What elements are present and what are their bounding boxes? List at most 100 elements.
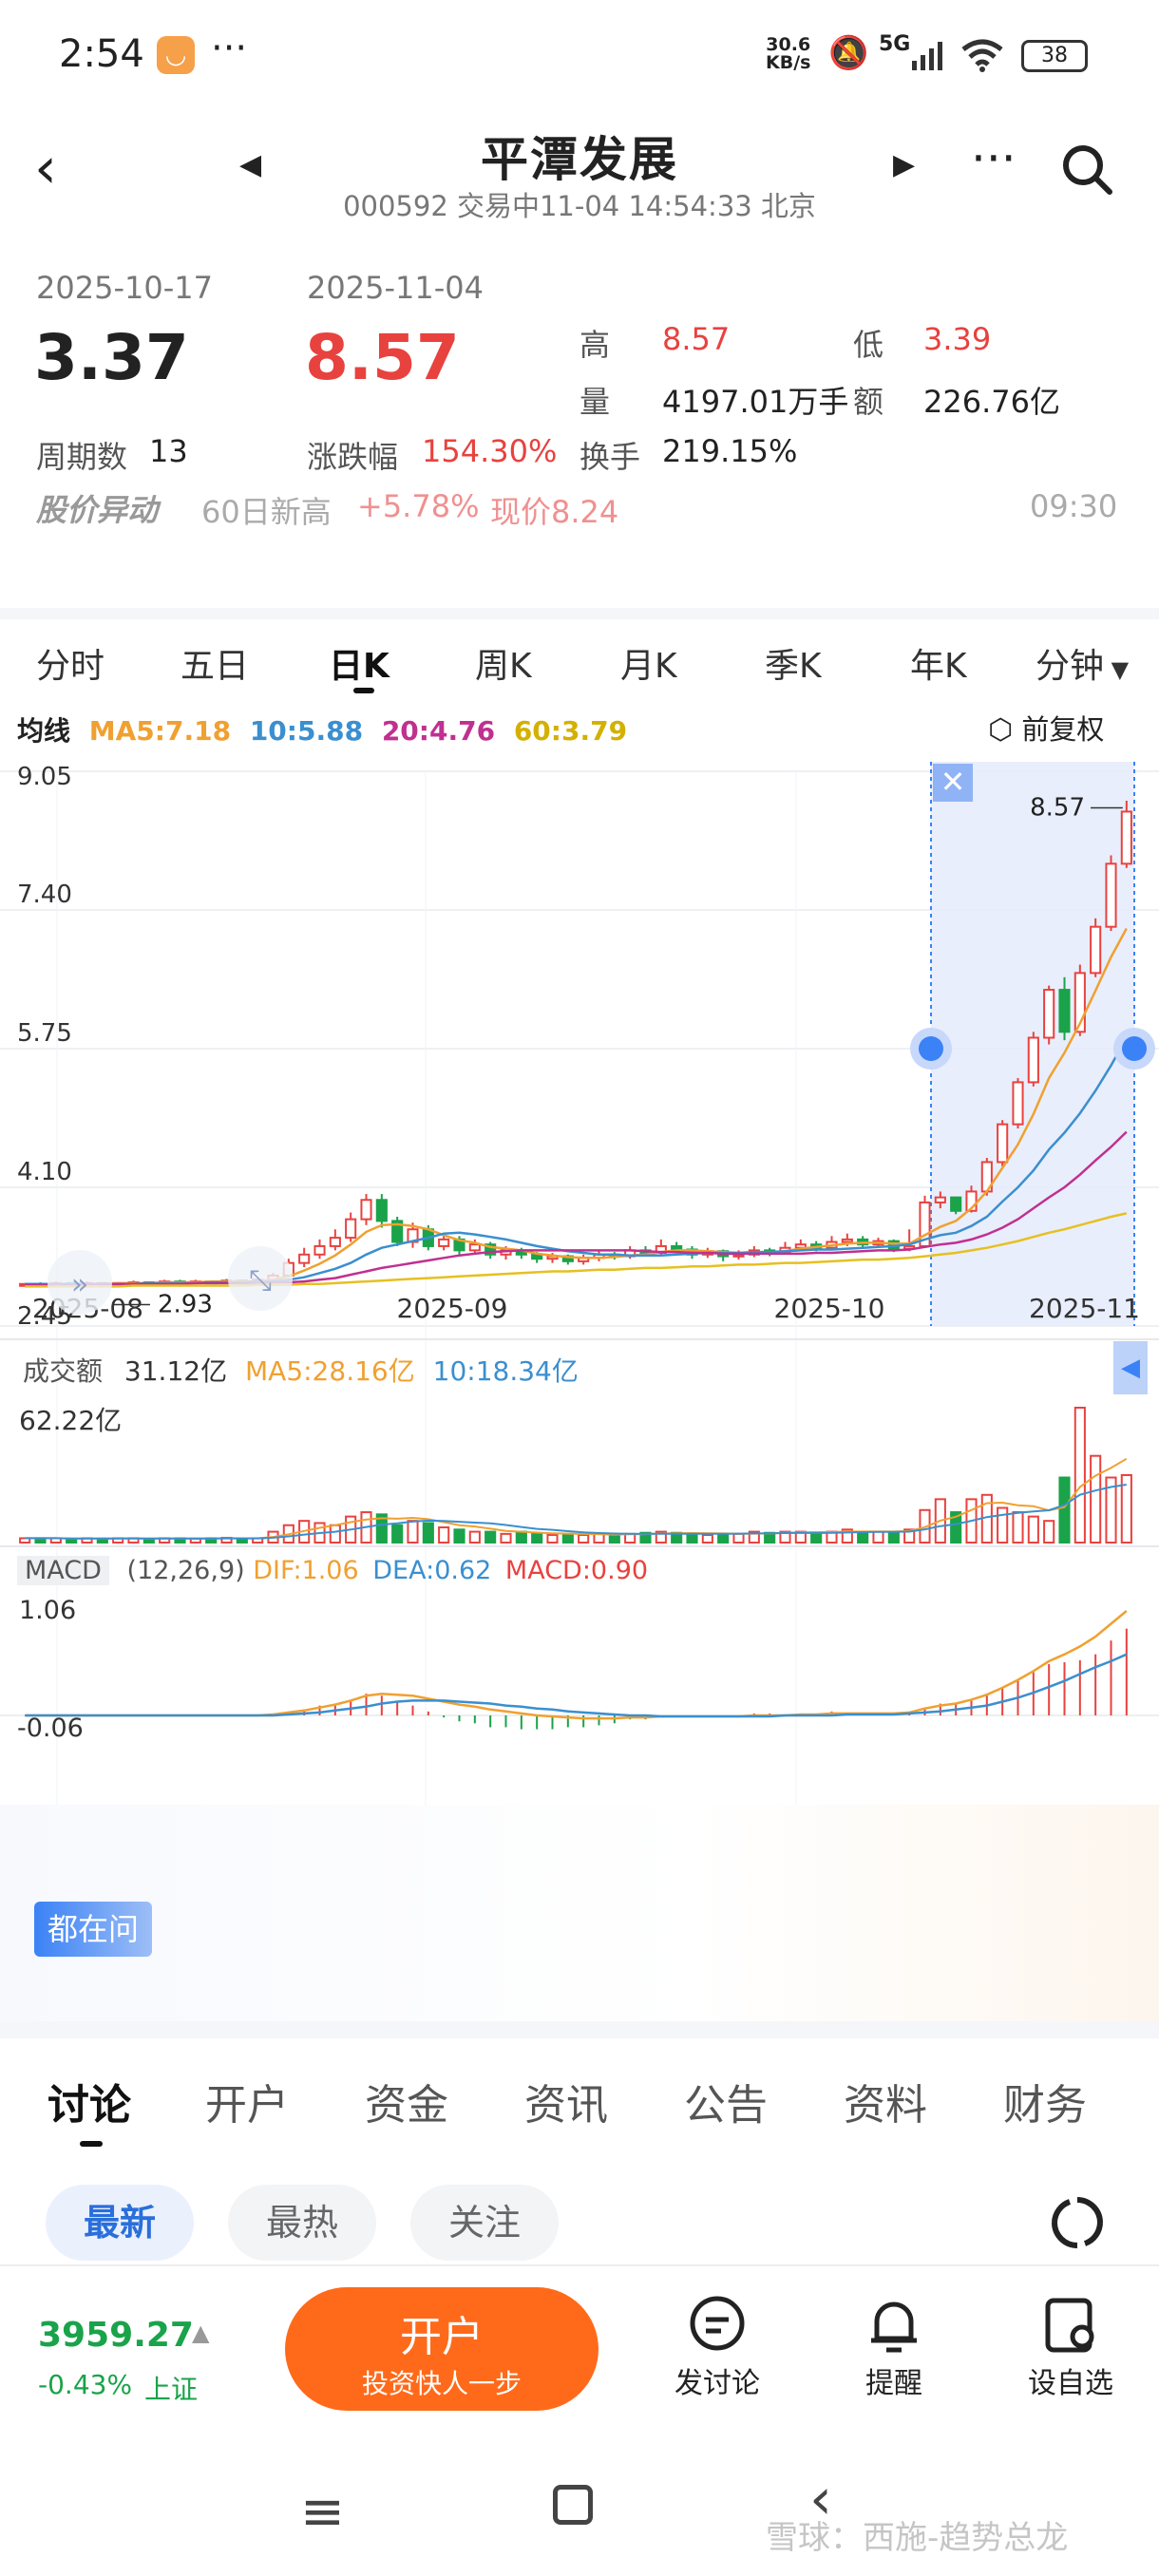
tab-five-day[interactable]: 五日 xyxy=(180,647,250,686)
volume-bar xyxy=(329,1524,341,1544)
volume-bar xyxy=(950,1511,962,1544)
double-chevron-icon: » xyxy=(71,1268,88,1301)
ma-line-60 xyxy=(25,1212,1128,1288)
open-account-button[interactable]: 开户 投资快人一步 xyxy=(285,2287,598,2411)
tab-minute[interactable]: 分钟 ▼ xyxy=(1036,638,1129,688)
ma20-value: 20:4.76 xyxy=(381,715,496,747)
more-options-icon[interactable]: ··· xyxy=(971,131,1016,186)
tab-minute-label: 分钟 xyxy=(1036,647,1105,686)
watchlist-button[interactable]: 设自选 xyxy=(1018,2295,1123,2401)
volume-header: 成交额 31.12亿 MA5:28.16亿 10:18.34亿 xyxy=(23,1351,579,1389)
volume-bar xyxy=(997,1506,1009,1544)
filter-hot[interactable]: 最热 xyxy=(228,2185,376,2261)
discuss-button[interactable]: 发讨论 xyxy=(665,2295,770,2401)
turnover-value: 219.15% xyxy=(662,433,798,469)
ma10-value: 10:5.88 xyxy=(249,715,364,747)
volume-bar xyxy=(375,1513,388,1544)
tab-discussion[interactable]: 讨论 xyxy=(48,2081,131,2130)
prev-stock-button[interactable]: ◀ xyxy=(239,148,262,181)
volume-bar xyxy=(515,1530,527,1544)
candle-body xyxy=(345,1218,357,1240)
volume-bar xyxy=(810,1531,823,1544)
ask-section xyxy=(0,1805,1159,2023)
filter-following[interactable]: 关注 xyxy=(410,2185,559,2261)
ma5-value: MA5:7.18 xyxy=(88,715,232,747)
back-button[interactable]: ‹ xyxy=(34,135,57,201)
volume-bar xyxy=(1120,1473,1132,1544)
tab-daily-k[interactable]: 日K xyxy=(329,647,390,686)
tab-monthly-k[interactable]: 月K xyxy=(620,647,677,686)
macd-dea-line xyxy=(25,1653,1128,1718)
tab-funds[interactable]: 资金 xyxy=(365,2081,448,2130)
high-label: 高 xyxy=(580,327,611,363)
next-stock-button[interactable]: ▶ xyxy=(893,148,916,181)
tab-yearly-k[interactable]: 年K xyxy=(910,647,967,686)
volume-bars xyxy=(19,1407,1132,1544)
candle-body xyxy=(375,1199,388,1222)
volume-bar xyxy=(142,1538,155,1544)
volume-bar xyxy=(655,1530,667,1544)
ask-banner-button[interactable]: 都在问 xyxy=(34,1902,153,1957)
volume-bar xyxy=(1105,1476,1117,1544)
tab-financials[interactable]: 财务 xyxy=(1003,2081,1087,2130)
tab-announcements[interactable]: 公告 xyxy=(684,2081,768,2130)
tab-quarterly-k[interactable]: 季K xyxy=(765,647,822,686)
remind-button[interactable]: 提醒 xyxy=(842,2295,946,2401)
candle-body xyxy=(950,1196,962,1212)
index-change: -0.43% xyxy=(38,2369,133,2400)
kline-chart[interactable]: 9.057.405.754.102.45 2025-082025-092025-… xyxy=(0,750,1159,1805)
candle-body xyxy=(841,1238,853,1243)
filter-latest[interactable]: 最新 xyxy=(46,2185,194,2261)
volume-bar xyxy=(1027,1515,1039,1544)
tab-active-indicator xyxy=(353,688,374,693)
range-start-price: 3.37 xyxy=(34,321,189,394)
macd-value: MACD:0.90 xyxy=(504,1556,649,1585)
more-notifications-icon: ··· xyxy=(211,27,248,70)
net-speed: 30.6 KB/s xyxy=(766,36,810,72)
net-speed-value: 30.6 xyxy=(766,34,811,55)
tab-intraday[interactable]: 分时 xyxy=(36,647,105,686)
low-value: 3.39 xyxy=(923,321,992,357)
stock-header: ‹ ◀ 平潭发展 000592 交易中11-04 14:54:33 北京 ▶ ·… xyxy=(0,114,1159,247)
signal-bars-icon xyxy=(912,42,946,74)
home-icon[interactable] xyxy=(553,2485,593,2525)
volume-bar xyxy=(887,1531,900,1544)
chart-period-tabs: 分时 五日 日K 周K 月K 季K 年K 分钟 ▼ xyxy=(0,608,1159,693)
candle-body xyxy=(329,1237,341,1247)
min-price-mark: 2.93 xyxy=(158,1291,213,1319)
ma60-value: 60:3.79 xyxy=(513,715,628,747)
scroll-left-bubble xyxy=(48,1250,112,1315)
menu-icon[interactable]: ≡ xyxy=(300,2481,345,2543)
candle-body xyxy=(1105,862,1117,928)
alert-time: 09:30 xyxy=(1030,488,1118,524)
tab-profile[interactable]: 资料 xyxy=(844,2081,927,2130)
range-start-date: 2025-10-17 xyxy=(36,270,213,306)
candle-body xyxy=(360,1199,372,1221)
candle-body xyxy=(934,1196,946,1203)
tab-weekly-k[interactable]: 周K xyxy=(475,647,532,686)
volume-bar xyxy=(422,1522,434,1544)
price-tick-label: 9.05 xyxy=(17,763,72,791)
tab-news[interactable]: 资讯 xyxy=(524,2081,608,2130)
candle-body xyxy=(438,1238,450,1247)
watchlist-label: 设自选 xyxy=(1028,2367,1113,2400)
volume-bar xyxy=(66,1538,78,1544)
bell-icon xyxy=(871,2301,917,2353)
search-icon[interactable] xyxy=(1060,142,1113,196)
battery-indicator: 38 xyxy=(1021,40,1088,72)
volume-bar xyxy=(453,1528,466,1544)
status-time: 2:54 xyxy=(59,32,144,76)
chevron-down-icon: ▼ xyxy=(1104,656,1130,683)
collapse-panel-button[interactable]: ◀ xyxy=(1113,1341,1148,1394)
volume-bar xyxy=(872,1530,884,1544)
tab-open-account[interactable]: 开户 xyxy=(205,2081,289,2130)
adjust-toggle[interactable]: ⬡ 前复权 xyxy=(988,708,1104,748)
back-nav-icon[interactable]: ‹ xyxy=(809,2466,832,2532)
range-end-date: 2025-11-04 xyxy=(307,270,484,306)
signal-label: 5G xyxy=(879,32,911,56)
range-end-price: 8.57 xyxy=(305,321,460,394)
amount-label: 额 xyxy=(853,384,884,420)
refresh-icon[interactable] xyxy=(1049,2194,1106,2255)
volume-bar xyxy=(500,1532,512,1544)
